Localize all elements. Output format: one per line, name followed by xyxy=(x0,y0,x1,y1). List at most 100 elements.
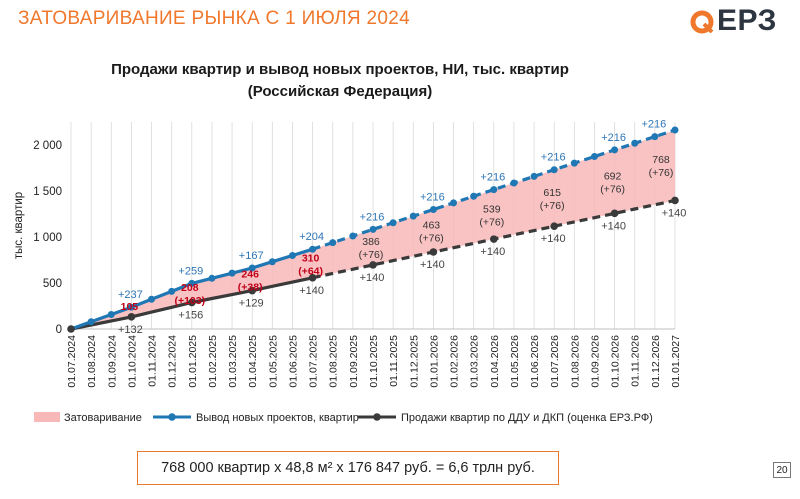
overstock-value-label: 615 xyxy=(543,187,561,199)
supply-point xyxy=(329,239,337,247)
x-tick-label: 01.02.2026 xyxy=(449,335,461,388)
supply-point xyxy=(409,212,417,220)
supply-point xyxy=(127,303,135,311)
x-tick-label: 01.09.2026 xyxy=(589,335,601,388)
sales-point xyxy=(248,286,256,295)
supply-point xyxy=(107,310,115,318)
logo-q-icon xyxy=(690,10,714,34)
supply-point xyxy=(651,133,659,141)
supply-point xyxy=(268,258,276,266)
x-tick-label: 01.03.2026 xyxy=(469,335,481,388)
sales-increment-label: +132 xyxy=(118,324,143,336)
supply-point xyxy=(228,269,236,277)
sales-increment-label: +140 xyxy=(662,207,687,219)
overstock-change-label: (+76) xyxy=(649,167,674,179)
x-tick-label: 01.01.2026 xyxy=(428,335,440,388)
supply-point xyxy=(389,219,397,227)
formula-box: 768 000 квартир х 48,8 м² х 176 847 руб.… xyxy=(137,451,559,485)
x-tick-label: 01.12.2025 xyxy=(408,335,420,388)
overstock-value-label: 208 xyxy=(181,282,199,294)
y-tick-label: 2 000 xyxy=(33,140,62,152)
supply-point xyxy=(450,199,458,207)
supply-point xyxy=(631,139,639,147)
x-tick-label: 01.09.2025 xyxy=(348,335,360,388)
supply-point xyxy=(530,172,538,180)
supply-increment-label: +237 xyxy=(118,289,143,301)
page-number: 20 xyxy=(773,462,791,478)
overstock-value-label: 105 xyxy=(121,301,139,313)
x-tick-label: 01.10.2024 xyxy=(126,335,138,388)
overstock-change-label: (+103) xyxy=(174,295,205,307)
sales-increment-label: +129 xyxy=(239,298,264,310)
x-tick-label: 01.10.2026 xyxy=(610,335,622,388)
supply-point xyxy=(671,126,679,134)
supply-point xyxy=(550,166,558,174)
sales-increment-label: +156 xyxy=(178,310,203,322)
overstock-value-label: 310 xyxy=(302,252,320,264)
overstock-value-label: 539 xyxy=(483,203,501,215)
company-logo: ЕРЗ xyxy=(690,4,780,40)
y-tick-label: 1 000 xyxy=(33,232,62,244)
legend-supply-label: Вывод новых проектов, квартир xyxy=(196,412,359,424)
overstock-change-label: (+76) xyxy=(479,216,504,228)
supply-increment-label: +204 xyxy=(299,231,324,243)
supply-increment-label: +216 xyxy=(541,152,566,164)
x-tick-label: 01.08.2025 xyxy=(328,335,340,388)
overstock-change-label: (+38) xyxy=(238,281,263,293)
legend-overstock-label: Затоваривание xyxy=(64,412,142,424)
supply-point xyxy=(369,225,377,233)
legend-supply-marker xyxy=(168,413,176,421)
supply-point xyxy=(429,205,437,213)
sales-increment-label: +140 xyxy=(299,285,324,297)
chart-subtitle: (Российская Федерация) xyxy=(248,83,433,100)
y-tick-label: 1 500 xyxy=(33,186,62,198)
x-tick-label: 01.04.2025 xyxy=(247,335,259,388)
supply-point xyxy=(570,159,578,167)
supply-point xyxy=(288,251,296,259)
overstock-change-label: (+76) xyxy=(600,184,625,196)
x-tick-label: 01.10.2025 xyxy=(368,335,380,388)
y-tick-label: 500 xyxy=(43,278,62,290)
x-tick-label: 01.01.2025 xyxy=(187,335,199,388)
x-tick-label: 01.07.2024 xyxy=(66,335,78,388)
legend-sales-label: Продажи квартир по ДДУ и ДКП (оценка ЕРЗ… xyxy=(401,412,653,424)
x-tick-label: 01.11.2026 xyxy=(630,335,642,387)
overstock-change-label: (+76) xyxy=(540,200,565,212)
x-tick-label: 01.08.2026 xyxy=(569,335,581,388)
supply-point xyxy=(510,179,518,187)
sales-point xyxy=(308,273,317,282)
y-axis-label: тыс. квартир xyxy=(13,192,25,259)
supply-point xyxy=(590,153,598,160)
supply-increment-label: +216 xyxy=(480,172,505,184)
x-tick-label: 01.06.2026 xyxy=(529,335,541,388)
supply-increment-label: +167 xyxy=(239,250,264,262)
supply-point xyxy=(490,186,498,194)
sales-increment-label: +140 xyxy=(541,233,566,245)
sales-point xyxy=(127,313,136,321)
supply-increment-label: +216 xyxy=(601,132,626,144)
x-tick-label: 01.11.2024 xyxy=(147,335,159,387)
sales-point xyxy=(550,222,558,231)
sales-increment-label: +140 xyxy=(420,259,445,271)
supply-point xyxy=(470,192,478,200)
supply-point xyxy=(148,295,156,303)
overstock-value-label: 692 xyxy=(604,171,622,183)
overstock-value-label: 386 xyxy=(362,236,380,248)
supply-point xyxy=(208,274,216,282)
overstock-value-label: 768 xyxy=(652,154,670,166)
logo-text: ЕРЗ xyxy=(717,4,777,37)
x-tick-label: 01.11.2025 xyxy=(388,335,400,387)
supply-point xyxy=(188,279,196,287)
supply-point xyxy=(87,318,95,326)
sales-point xyxy=(67,325,75,333)
sales-point xyxy=(429,248,438,256)
sales-point xyxy=(671,196,679,205)
supply-point xyxy=(611,146,619,154)
supply-point xyxy=(168,287,176,295)
slide-title: ЗАТОВАРИВАНИЕ РЫНКА С 1 ИЮЛЯ 2024 xyxy=(18,8,410,29)
y-tick-label: 0 xyxy=(56,324,62,336)
sales-point xyxy=(490,235,498,243)
overstock-change-label: (+64) xyxy=(298,265,323,277)
sales-point xyxy=(610,209,619,218)
